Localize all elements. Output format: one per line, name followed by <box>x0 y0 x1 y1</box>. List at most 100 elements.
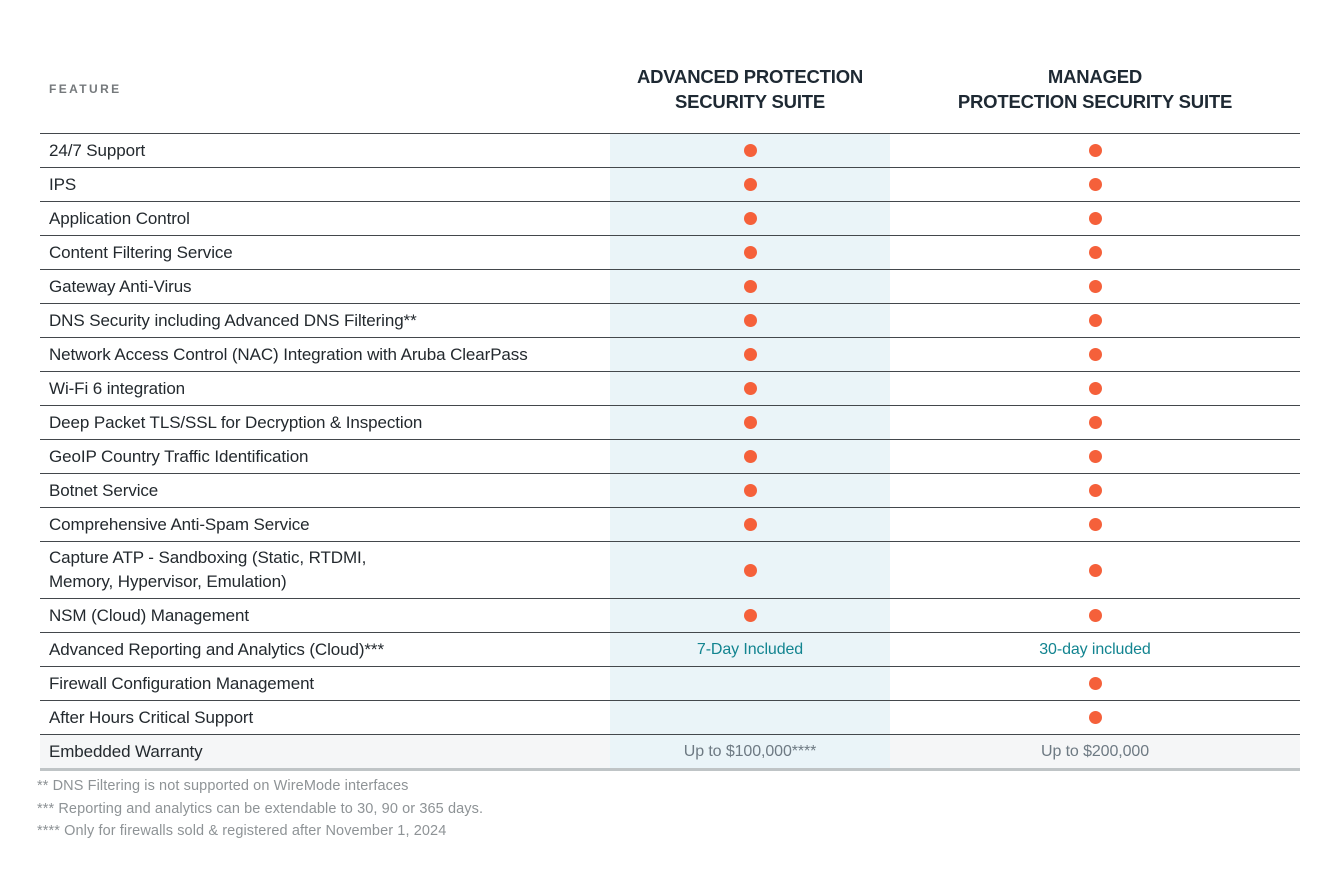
table-row: Capture ATP - Sandboxing (Static, RTDMI,… <box>40 541 1300 598</box>
managed-suite-cell <box>890 338 1300 371</box>
advanced-suite-cell <box>610 270 890 303</box>
advanced-suite-cell <box>610 599 890 632</box>
included-dot-icon <box>1088 609 1102 622</box>
value-text: Up to $100,000**** <box>683 742 817 760</box>
included-dot-icon <box>743 280 757 293</box>
included-dot-icon <box>743 609 757 622</box>
feature-cell: GeoIP Country Traffic Identification <box>49 446 309 466</box>
table-row: Firewall Configuration Management <box>40 666 1300 700</box>
advanced-suite-cell <box>610 134 890 167</box>
advanced-suite-cell <box>610 168 890 201</box>
included-dot-icon <box>1088 416 1102 429</box>
table-row: Gateway Anti-Virus <box>40 269 1300 303</box>
managed-suite-cell: Up to $200,000 <box>890 735 1300 768</box>
feature-comparison-table: FEATURE ADVANCED PROTECTION SECURITY SUI… <box>40 0 1300 771</box>
included-dot-icon <box>1088 382 1102 395</box>
managed-suite-cell <box>890 372 1300 405</box>
included-dot-icon <box>1088 711 1102 724</box>
table-row: IPS <box>40 167 1300 201</box>
table-row: Network Access Control (NAC) Integration… <box>40 337 1300 371</box>
advanced-suite-cell: 7-Day Included <box>610 633 890 666</box>
feature-cell: Content Filtering Service <box>49 242 233 262</box>
table-row: Wi-Fi 6 integration <box>40 371 1300 405</box>
managed-suite-cell: 30-day included <box>890 633 1300 666</box>
included-dot-icon <box>743 563 757 577</box>
table-row: Advanced Reporting and Analytics (Cloud)… <box>40 632 1300 666</box>
advanced-suite-cell <box>610 474 890 507</box>
advanced-suite-cell <box>610 372 890 405</box>
advanced-suite-cell <box>610 667 890 700</box>
footnote-line: ** DNS Filtering is not supported on Wir… <box>37 778 409 794</box>
included-dot-icon <box>1088 280 1102 293</box>
feature-cell: Advanced Reporting and Analytics (Cloud)… <box>49 639 384 659</box>
feature-cell: Embedded Warranty <box>49 741 203 761</box>
managed-suite-cell <box>890 440 1300 473</box>
feature-cell: DNS Security including Advanced DNS Filt… <box>49 310 417 330</box>
managed-suite-cell <box>890 168 1300 201</box>
included-dot-icon <box>1088 348 1102 361</box>
included-dot-icon <box>743 382 757 395</box>
included-dot-icon <box>1088 212 1102 225</box>
included-dot-icon <box>1088 178 1102 191</box>
table-body: 24/7 Support IPS Application Control Conten… <box>40 133 1300 771</box>
feature-cell: After Hours Critical Support <box>49 707 254 727</box>
included-dot-icon <box>1088 144 1102 157</box>
included-dot-icon <box>1088 314 1102 327</box>
table-row: Application Control <box>40 201 1300 235</box>
included-dot-icon <box>743 246 757 259</box>
included-dot-icon <box>743 348 757 361</box>
feature-column-header: FEATURE <box>49 82 122 96</box>
table-row: DNS Security including Advanced DNS Filt… <box>40 303 1300 337</box>
footnote-line: *** Reporting and analytics can be exten… <box>37 800 484 817</box>
managed-suite-cell <box>890 474 1300 507</box>
table-row: Embedded Warranty Up to $100,000**** Up to… <box>40 734 1300 768</box>
managed-suite-cell <box>890 202 1300 235</box>
included-dot-icon <box>1088 563 1102 577</box>
footnote-line: **** Only for firewalls sold & registere… <box>37 823 447 839</box>
managed-suite-cell <box>890 508 1300 541</box>
table-header: FEATURE ADVANCED PROTECTION SECURITY SUI… <box>40 0 1300 133</box>
table-row: Comprehensive Anti-Spam Service <box>40 507 1300 541</box>
advanced-suite-column-header: ADVANCED PROTECTION SECURITY SUITE <box>636 65 864 113</box>
feature-cell: Botnet Service <box>49 480 159 500</box>
advanced-suite-cell <box>610 202 890 235</box>
advanced-suite-cell: Up to $100,000**** <box>610 735 890 768</box>
advanced-suite-cell <box>610 406 890 439</box>
table-row: 24/7 Support <box>40 133 1300 167</box>
value-text: 7-Day Included <box>696 640 804 658</box>
included-dot-icon <box>743 178 757 191</box>
feature-cell: Application Control <box>49 208 190 228</box>
advanced-suite-cell <box>610 236 890 269</box>
included-dot-icon <box>743 314 757 327</box>
feature-cell: IPS <box>49 174 77 194</box>
managed-suite-cell <box>890 667 1300 700</box>
included-dot-icon <box>743 484 757 497</box>
included-dot-icon <box>1088 518 1102 531</box>
table-row: Deep Packet TLS/SSL for Decryption & Ins… <box>40 405 1300 439</box>
feature-cell: 24/7 Support <box>49 140 146 160</box>
managed-suite-cell <box>890 134 1300 167</box>
advanced-suite-cell <box>610 701 890 734</box>
included-dot-icon <box>1088 450 1102 463</box>
included-dot-icon <box>1088 677 1102 690</box>
managed-suite-cell <box>890 304 1300 337</box>
included-dot-icon <box>1088 246 1102 259</box>
managed-suite-cell <box>890 542 1300 598</box>
table-row: NSM (Cloud) Management <box>40 598 1300 632</box>
included-dot-icon <box>743 450 757 463</box>
value-text: 30-day included <box>1039 640 1151 658</box>
table-row: After Hours Critical Support <box>40 700 1300 734</box>
feature-cell: Deep Packet TLS/SSL for Decryption & Ins… <box>49 412 423 432</box>
advanced-suite-cell <box>610 338 890 371</box>
managed-suite-column-header: MANAGED PROTECTION SECURITY SUITE <box>957 65 1233 113</box>
footnotes: ** DNS Filtering is not supported on Wir… <box>37 775 483 843</box>
included-dot-icon <box>743 416 757 429</box>
value-text: Up to $200,000 <box>1040 742 1150 760</box>
managed-suite-cell <box>890 236 1300 269</box>
managed-suite-cell <box>890 270 1300 303</box>
feature-cell: NSM (Cloud) Management <box>49 605 249 625</box>
included-dot-icon <box>1088 484 1102 497</box>
feature-cell: Capture ATP - Sandboxing (Static, RTDMI,… <box>49 548 367 591</box>
feature-cell: Network Access Control (NAC) Integration… <box>49 344 528 364</box>
advanced-suite-cell <box>610 304 890 337</box>
